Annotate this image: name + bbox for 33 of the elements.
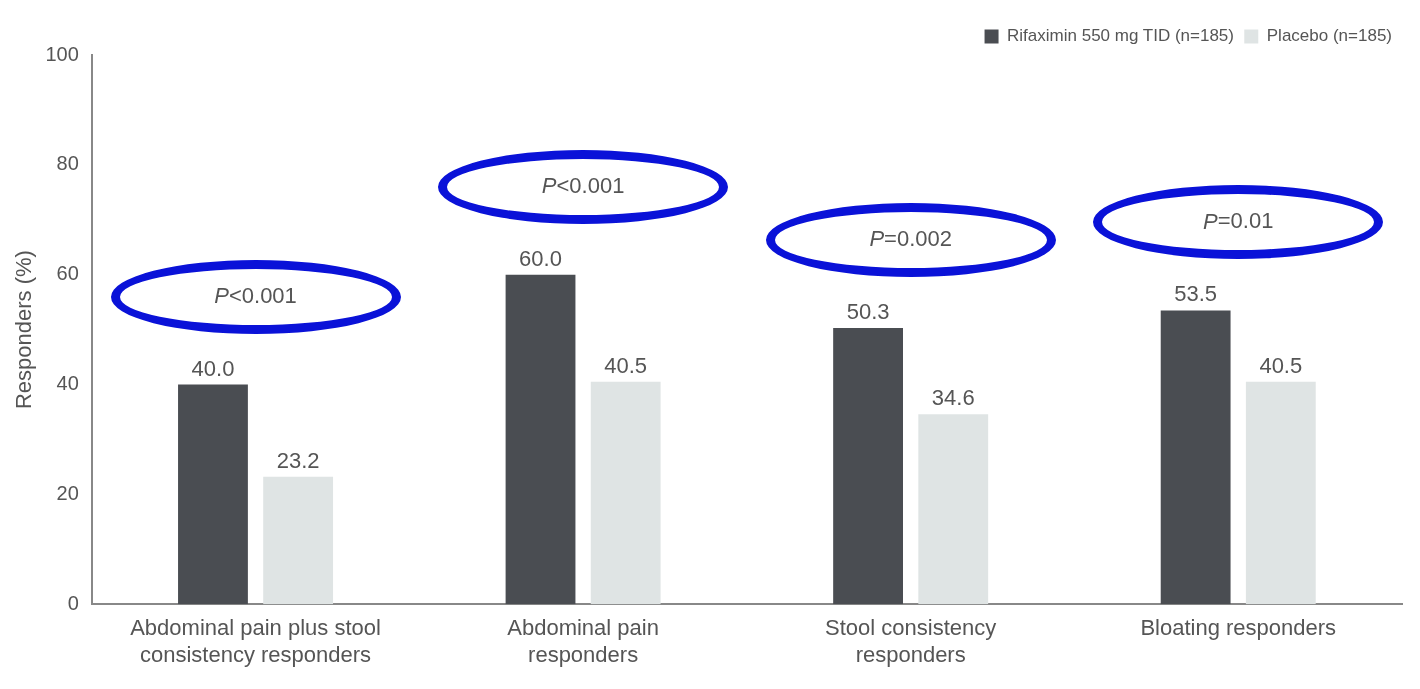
y-axis-title: Responders (%): [11, 250, 37, 410]
data-label: 40.5: [1259, 352, 1303, 378]
y-tick-label: 20: [56, 481, 79, 504]
data-label: 53.5: [1174, 281, 1218, 307]
y-tick-label: 80: [56, 152, 79, 175]
bar: [263, 476, 334, 605]
y-tick-label: 0: [67, 591, 79, 614]
data-label: 23.2: [276, 447, 320, 473]
x-tick-label: Bloating responders: [1140, 615, 1337, 641]
bar: [1160, 310, 1231, 605]
data-label: 34.6: [931, 385, 975, 411]
legend-label: Rifaximin 550 mg TID (n=185): [1007, 26, 1234, 46]
annotation: P<0.001: [541, 172, 625, 198]
bar: [918, 414, 989, 605]
y-tick-label: 60: [56, 262, 79, 285]
data-label: 60.0: [519, 245, 562, 271]
x-tick-label: Stool consistency responders: [825, 615, 997, 667]
data-label: 40.5: [604, 352, 648, 378]
bar: [833, 327, 903, 605]
bar: [1245, 381, 1316, 605]
data-label: 40.0: [191, 355, 235, 381]
y-tick-label: 40: [56, 372, 79, 395]
y-tick-label: 100: [45, 42, 79, 65]
bar: [590, 381, 661, 605]
annotation: P<0.001: [214, 282, 297, 308]
annotation: P=0.002: [869, 226, 952, 252]
x-tick-label: Abdominal pain plus stool consistency responders: [130, 615, 381, 667]
bar: [178, 384, 248, 605]
bar: [505, 274, 576, 605]
data-label: 50.3: [846, 299, 890, 325]
x-tick-label: Abdominal pain responders: [507, 615, 659, 667]
annotation: P=0.01: [1203, 208, 1274, 234]
legend-label: Placebo (n=185): [1266, 26, 1393, 46]
